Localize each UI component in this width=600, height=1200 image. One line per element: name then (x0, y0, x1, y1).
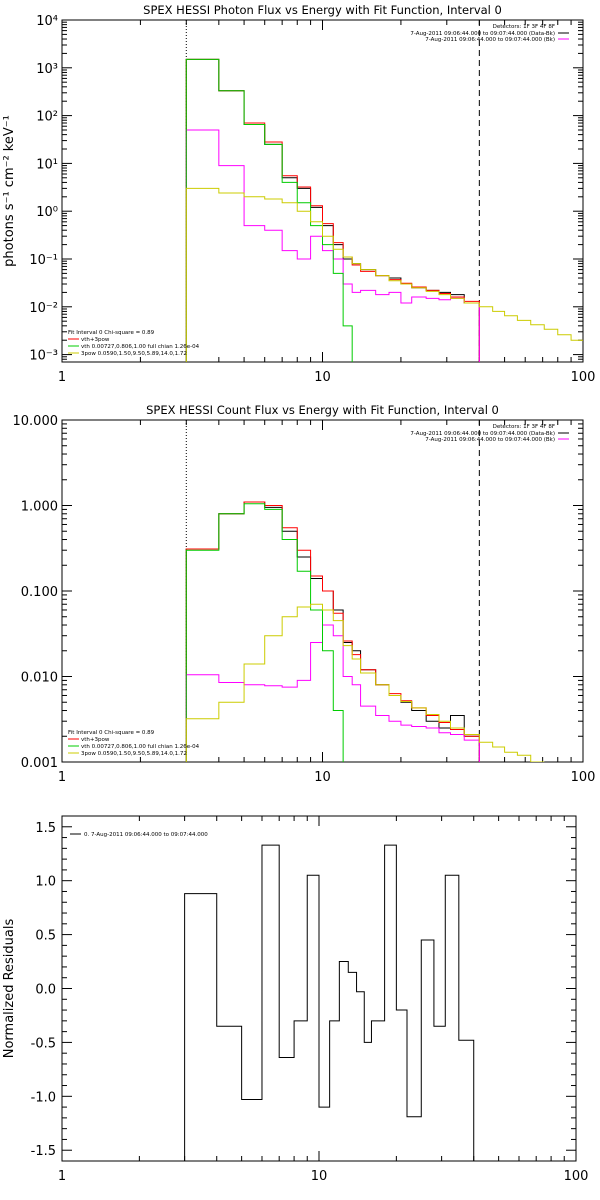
x-tick-label: 10 (314, 370, 331, 385)
series-bk (185, 129, 480, 362)
panel-1 (61, 419, 584, 763)
legend-entry-label: 7-Aug-2011 09:06:44.000 to 09:07:44.000 … (425, 37, 555, 43)
panel-2 (61, 815, 577, 1162)
y-tick-label: 10³ (36, 62, 58, 77)
chart-title: SPEX HESSI Count Flux vs Energy with Fit… (146, 403, 499, 417)
x-tick-label: 100 (571, 770, 596, 785)
y-tick-label: 10² (36, 110, 58, 125)
panel-0 (61, 19, 584, 363)
series-bk (185, 624, 480, 762)
series-vth-3pow (185, 58, 480, 362)
series-3pow (185, 603, 545, 762)
y-tick-label: 10⁰ (36, 205, 58, 220)
y-tick-label: 0.5 (35, 929, 56, 944)
y-tick-label: 10⁻¹ (29, 253, 58, 268)
legend-entry-label: 7-Aug-2011 09:06:44.000 to 09:07:44.000 … (410, 431, 555, 437)
y-tick-label: 10⁻³ (29, 349, 58, 364)
series-0-7-aug-2011-09-06-44-000-to-09-07-44-000 (184, 844, 475, 1161)
x-tick-label: 10 (311, 1169, 328, 1184)
legend-entry-label: 3pow 0.0590,1.50,9.50,5.89,14.0,1.72 (81, 351, 187, 357)
series-3pow (185, 187, 583, 362)
y-tick-label: -0.5 (31, 1036, 56, 1051)
x-tick-label: 1 (58, 370, 66, 385)
y-tick-label: 0.100 (21, 585, 58, 600)
legend-heading: Fit Interval 0 Chi-square = 0.89 (68, 330, 155, 336)
series-data-bk (185, 58, 480, 362)
x-tick-label: 100 (571, 370, 596, 385)
x-tick-label: 10 (314, 770, 331, 785)
x-tick-label: 100 (564, 1169, 589, 1184)
legend-entry-label: vth+3pow (81, 337, 110, 343)
legend-heading: Detectors: 1F 3F 4F 8F (493, 24, 555, 30)
y-tick-label: 10⁻² (29, 301, 58, 316)
series-group (184, 844, 475, 1161)
y-tick-label: 0.001 (21, 756, 58, 771)
y-tick-label: 1.0 (35, 875, 56, 890)
y-tick-label: 10.000 (13, 414, 59, 429)
legend-entry-label: 7-Aug-2011 09:06:44.000 to 09:07:44.000 … (425, 437, 555, 443)
series-group (185, 501, 545, 762)
legend-entry-label: vth 0.00727,0.806,1.00 full chian 1.26e-… (81, 344, 200, 350)
x-tick-label: 1 (58, 1169, 66, 1184)
legend-heading: Detectors: 1F 3F 4F 8F (493, 424, 555, 430)
y-tick-label: 10¹ (36, 157, 58, 172)
legend-entry-label: vth+3pow (81, 737, 110, 743)
y-axis-label: Normalized Residuals (2, 919, 17, 1059)
legend-entry-label: 3pow 0.0590,1.50,9.50,5.89,14.0,1.72 (81, 751, 187, 757)
series-group (185, 58, 583, 362)
series-vth (185, 58, 353, 362)
y-tick-label: 0.0 (35, 983, 56, 998)
y-tick-label: 0.010 (21, 671, 58, 686)
y-tick-label: 1.5 (35, 821, 56, 836)
y-tick-label: -1.5 (31, 1144, 56, 1159)
y-tick-label: -1.0 (31, 1090, 56, 1105)
legend-entry-label: 7-Aug-2011 09:06:44.000 to 09:07:44.000 … (410, 31, 555, 37)
y-axis-label: photons s⁻¹ cm⁻² keV⁻¹ (2, 115, 17, 267)
chart-title: SPEX HESSI Photon Flux vs Energy with Fi… (143, 3, 502, 17)
series-vth (185, 503, 344, 762)
x-tick-label: 1 (58, 770, 66, 785)
y-tick-label: 1.000 (21, 500, 58, 515)
legend-entry-label: vth 0.00727,0.806,1.00 full chian 1.26e-… (81, 744, 200, 750)
plot-frame (61, 19, 584, 363)
legend-heading: Fit Interval 0 Chi-square = 0.89 (68, 730, 155, 736)
y-tick-label: 10⁴ (36, 14, 58, 29)
legend-entry-label: 0. 7-Aug-2011 09:06:44.000 to 09:07:44.0… (84, 832, 208, 838)
